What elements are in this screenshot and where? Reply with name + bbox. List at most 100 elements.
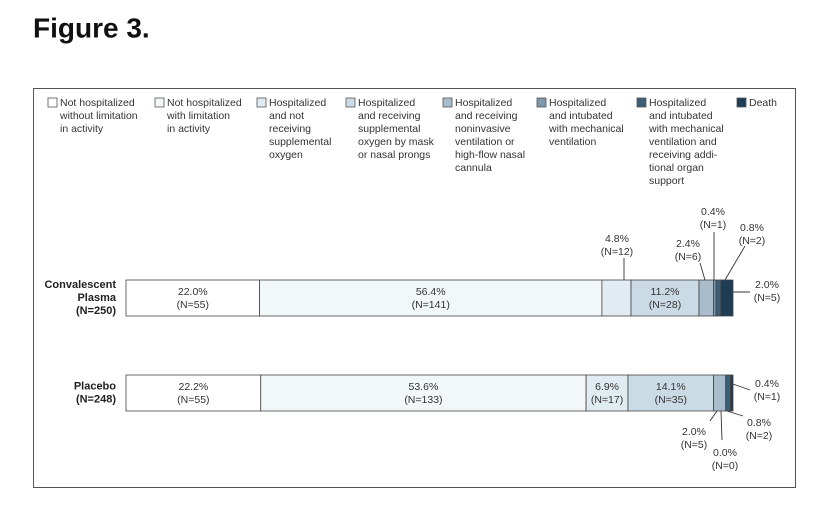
value-label: 22.0% xyxy=(178,286,208,298)
value-label: 0.8% xyxy=(740,222,764,234)
count-label: (N=0) xyxy=(712,460,739,472)
legend-label: in activity xyxy=(167,123,211,135)
category-label: (N=250) xyxy=(76,305,116,317)
value-label: 53.6% xyxy=(409,381,439,393)
count-label: (N=141) xyxy=(412,299,450,311)
value-label: 4.8% xyxy=(605,233,629,245)
value-label: 14.1% xyxy=(656,381,686,393)
bar-segment xyxy=(627,374,714,412)
count-label: (N=28) xyxy=(649,299,681,311)
legend-label: support xyxy=(649,175,684,187)
legend-label: ventilation and xyxy=(649,136,717,148)
count-label: (N=5) xyxy=(681,439,708,451)
legend-label: receiving xyxy=(269,123,311,135)
count-label: (N=2) xyxy=(746,430,773,442)
count-label: (N=12) xyxy=(601,246,633,258)
legend-label: with mechanical xyxy=(648,123,724,135)
category-label: Plasma xyxy=(77,292,116,304)
figure-title: Figure 3. xyxy=(33,12,150,43)
bar-segment xyxy=(730,374,734,412)
count-label: (N=1) xyxy=(700,219,727,231)
legend-swatch xyxy=(442,97,453,108)
legend-swatch xyxy=(154,97,165,108)
bar-segment xyxy=(698,279,714,317)
value-label: 56.4% xyxy=(416,286,446,298)
legend-label: Hospitalized xyxy=(455,97,512,109)
legend-label: oxygen xyxy=(269,149,303,161)
bar-segment xyxy=(720,279,734,317)
legend-swatch xyxy=(736,97,747,108)
count-label: (N=133) xyxy=(404,394,442,406)
bar-segment xyxy=(585,374,629,412)
legend-swatch xyxy=(47,97,58,108)
legend-label: supplemental xyxy=(358,123,420,135)
category-label: Convalescent xyxy=(44,279,116,291)
legend-label: cannula xyxy=(455,162,492,174)
count-label: (N=17) xyxy=(591,394,623,406)
value-label: 11.2% xyxy=(651,286,680,298)
legend-label: in activity xyxy=(60,123,104,135)
leader-line xyxy=(720,410,723,441)
value-label: 0.4% xyxy=(701,206,725,218)
value-label: 6.9% xyxy=(595,381,619,393)
category-label: (N=248) xyxy=(76,393,116,405)
legend-label: or nasal prongs xyxy=(358,149,430,161)
value-label: 0.8% xyxy=(747,417,771,429)
legend-label: and receiving xyxy=(358,110,421,122)
legend-label: and intubated xyxy=(649,110,713,122)
value-label: 2.0% xyxy=(755,279,779,291)
bar-segment xyxy=(125,279,260,317)
value-label: 2.0% xyxy=(682,426,706,438)
legend-swatch xyxy=(536,97,547,108)
legend-label: ventilation or xyxy=(455,136,515,148)
bar-segment xyxy=(259,279,603,317)
bar-segment xyxy=(125,374,262,412)
count-label: (N=1) xyxy=(754,391,781,403)
legend-label: and intubated xyxy=(549,110,613,122)
count-label: (N=6) xyxy=(675,251,702,263)
value-label: 0.0% xyxy=(713,447,737,459)
legend-swatch xyxy=(636,97,647,108)
legend-label: Hospitalized xyxy=(549,97,606,109)
legend-label: tional organ xyxy=(649,162,704,174)
leader-line xyxy=(709,410,718,422)
legend-label: without limitation xyxy=(59,110,138,122)
legend-swatch xyxy=(345,97,356,108)
bar-segment xyxy=(630,279,700,317)
value-label: 0.4% xyxy=(755,378,779,390)
legend-label: and not xyxy=(269,110,304,122)
count-label: (N=5) xyxy=(754,292,781,304)
value-label: 2.4% xyxy=(676,238,700,250)
count-label: (N=2) xyxy=(739,235,766,247)
frame xyxy=(33,88,796,488)
count-label: (N=55) xyxy=(177,299,209,311)
leader-line xyxy=(699,262,706,281)
legend-label: receiving addi- xyxy=(649,149,718,161)
legend-label: noninvasive xyxy=(455,123,511,135)
legend-label: and receiving xyxy=(455,110,518,122)
legend-label: oxygen by mask xyxy=(358,136,435,148)
category-label: Placebo xyxy=(74,380,116,392)
legend-label: with limitation xyxy=(166,110,230,122)
bar-segment xyxy=(601,279,632,317)
legend-label: Hospitalized xyxy=(269,97,326,109)
bar-segment xyxy=(715,279,722,317)
legend-swatch xyxy=(256,97,267,108)
legend-label: high-flow nasal xyxy=(455,149,525,161)
legend-label: ventilation xyxy=(549,136,596,148)
legend-label: Death xyxy=(749,97,777,109)
leader-line xyxy=(724,245,746,281)
bar-segment xyxy=(713,374,727,412)
legend-label: supplemental xyxy=(269,136,331,148)
legend-label: Not hospitalized xyxy=(60,97,135,109)
bar-segment xyxy=(725,374,731,412)
leader-line xyxy=(726,410,744,417)
bar-segment xyxy=(260,374,587,412)
legend-label: Not hospitalized xyxy=(167,97,242,109)
legend-label: Hospitalized xyxy=(649,97,706,109)
legend-label: with mechanical xyxy=(548,123,624,135)
value-label: 22.2% xyxy=(178,381,208,393)
count-label: (N=35) xyxy=(655,394,687,406)
count-label: (N=55) xyxy=(177,394,209,406)
